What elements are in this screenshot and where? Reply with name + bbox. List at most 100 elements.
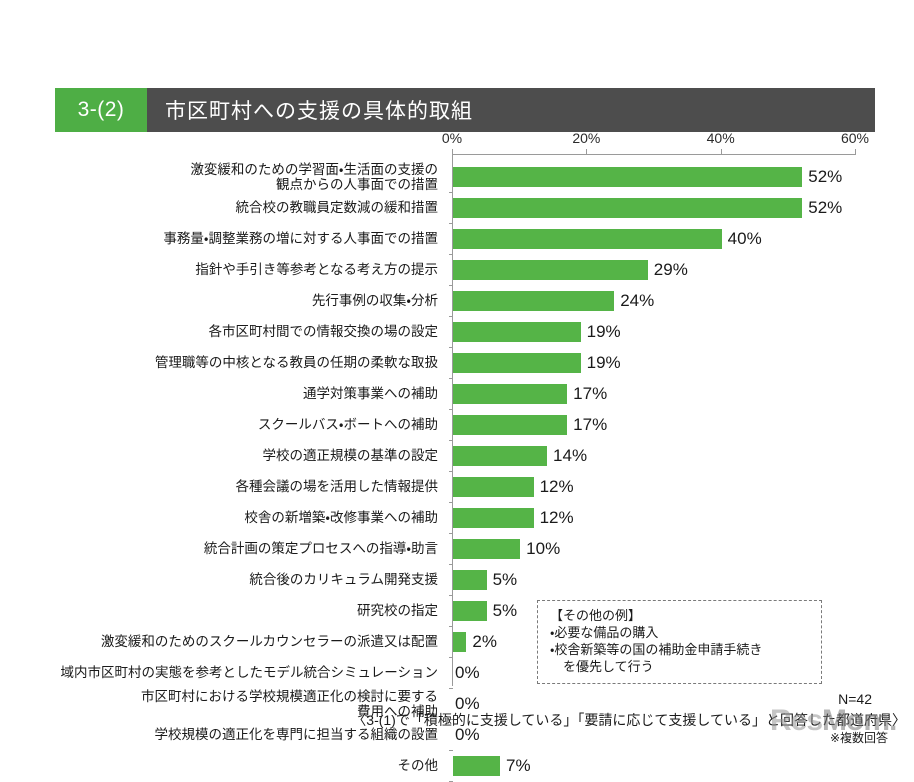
bar-value-label: 52% [808, 166, 843, 186]
chart-row: 管理職等の中核となる教員の任期の柔軟な取扱 19% [0, 347, 914, 379]
y-axis-tick-mark [449, 657, 453, 658]
chart-row: 各市区町村間での情報交換の場の設定 19% [0, 316, 914, 348]
source-note: 〈3-(1)で「積極的に支援している」「要請に応じて支援している」と回答した都道… [352, 712, 906, 728]
bar-value-label: 0% [455, 724, 480, 744]
bar [453, 321, 581, 342]
y-axis-tick-mark [449, 688, 453, 689]
chart-row: 事務量・調整業務の増に対する人事面での措置 40% [0, 223, 914, 255]
chart-row: その他 7% [0, 750, 914, 782]
bar [453, 445, 548, 466]
bar-value-label: 10% [526, 538, 561, 558]
bar [453, 166, 803, 187]
y-axis-tick-mark [449, 626, 453, 627]
chart-row: 各種会議の場を活用した情報提供 12% [0, 471, 914, 503]
page-title: 市区町村への支援の具体的取組 [147, 88, 875, 132]
bar-group: 24% [453, 290, 655, 311]
y-axis-tick-mark [449, 378, 453, 379]
chart-row: 校舎の新増築・改修事業への補助 12% [0, 502, 914, 534]
chart-row: 統合計画の策定プロセスへの指導・助言 10% [0, 533, 914, 565]
y-axis-tick-mark [449, 409, 453, 410]
bar-value-label: 52% [808, 197, 843, 217]
bar-value-label: 5% [492, 569, 518, 589]
category-label: 域内市区町村の実態を参考としたモデル統合シミュレーション [60, 665, 438, 680]
chart-row: 先行事例の収集・分析 24% [0, 285, 914, 317]
category-label: 各種会議の場を活用した情報提供 [235, 479, 439, 494]
bar-value-label: 17% [573, 414, 608, 434]
category-label: 統合校の教職員定数減の緩和措置 [235, 200, 439, 215]
bar-group: 10% [453, 538, 561, 559]
bar-value-label: 5% [492, 600, 518, 620]
x-axis-tick-mark [855, 149, 856, 155]
x-axis-tick-label: 40% [706, 130, 735, 146]
chart-row: 通学対策事業への補助 17% [0, 378, 914, 410]
chart-row: 統合校の教職員定数減の緩和措置 52% [0, 192, 914, 224]
chart-row: スクールバス・ボートへの補助 17% [0, 409, 914, 441]
bar-group: 2% [453, 631, 497, 652]
bar-value-label: 12% [539, 507, 574, 527]
category-label: スクールバス・ボートへの補助 [257, 417, 438, 432]
y-axis-tick-mark [449, 347, 453, 348]
bar-group: 0% [453, 694, 480, 714]
x-axis-tick-label: 0% [441, 130, 463, 146]
bar-group: 19% [453, 352, 621, 373]
header-section-number: 3-(2) [55, 88, 147, 132]
other-examples-box: 【その他の例】 ・必要な備品の購入 ・校舎新築等の国の補助金申請手続き を優先し… [537, 600, 822, 684]
bar-group: 17% [453, 414, 608, 435]
bar-value-label: 14% [553, 445, 588, 465]
bar-chart: 0% 20% 40% 60% 激変緩和のための学習面・生活面の支援の 観点からの人事面… [0, 130, 914, 782]
y-axis-tick-mark [449, 564, 453, 565]
chart-row: 指針や手引き等参考となる考え方の提示 29% [0, 254, 914, 286]
chart-row: 激変緩和のためのスクールカウンセラーの派遣又は配置 2% [0, 626, 914, 658]
page-header: 3-(2) 市区町村への支援の具体的取組 [55, 88, 875, 132]
bar-group: 12% [453, 507, 574, 528]
category-label: 統合後のカリキュラム開発支援 [249, 572, 438, 587]
bar [453, 538, 521, 559]
chart-row: 学校の適正規模の基準の設定 14% [0, 440, 914, 472]
category-label: 学校の適正規模の基準の設定 [262, 448, 439, 463]
category-label: 激変緩和のためのスクールカウンセラーの派遣又は配置 [100, 634, 438, 649]
chart-row: 市区町村における学校規模適正化の検討に要する 費用への補助 0% [0, 688, 914, 720]
y-axis-tick-mark [449, 440, 453, 441]
bar-group: 52% [453, 197, 843, 218]
y-axis-tick-mark [449, 533, 453, 534]
bar-value-label: 24% [620, 290, 655, 310]
bar [453, 600, 487, 621]
bar-group: 12% [453, 476, 574, 497]
category-label: 事務量・調整業務の増に対する人事面での措置 [163, 231, 438, 246]
sample-size-label: N=42 [838, 691, 872, 707]
chart-row: 激変緩和のための学習面・生活面の支援の 観点からの人事面での措置 52% [0, 161, 914, 193]
category-label: 激変緩和のための学習面・生活面の支援の 観点からの人事面での措置 [190, 161, 438, 192]
bar [453, 352, 581, 373]
category-label: 研究校の指定 [357, 603, 438, 618]
bar [453, 383, 568, 404]
y-axis-line [452, 154, 453, 686]
y-axis-tick-mark [449, 502, 453, 503]
bar [453, 755, 501, 776]
category-label: 指針や手引き等参考となる考え方の提示 [195, 262, 438, 277]
chart-row: 学校規模の適正化を専門に担当する組織の設置 0% [0, 719, 914, 751]
bar-value-label: 19% [586, 352, 621, 372]
y-axis-tick-mark [449, 223, 453, 224]
y-axis-tick-mark [449, 285, 453, 286]
category-label: 学校規模の適正化を専門に担当する組織の設置 [154, 727, 439, 742]
x-axis-line [452, 154, 856, 155]
chart-row: 統合後のカリキュラム開発支援 5% [0, 564, 914, 596]
other-examples-line-1: ・必要な備品の購入 [550, 625, 659, 640]
x-axis-tick-label: 20% [572, 130, 601, 146]
chart-row: 域内市区町村の実態を参考としたモデル統合シミュレーション 0% [0, 657, 914, 689]
other-examples-line-2: ・校舎新築等の国の補助金申請手続き を優先して行う [550, 642, 763, 674]
bar [453, 259, 648, 280]
bar [453, 476, 534, 497]
bar-value-label: 17% [573, 383, 608, 403]
bar [453, 290, 615, 311]
y-axis-tick-mark [449, 471, 453, 472]
bar [453, 507, 534, 528]
x-axis-tick-label: 60% [840, 130, 870, 146]
bar [453, 569, 487, 590]
bar [453, 631, 467, 652]
bar-group: 0% [453, 663, 480, 683]
bar-group: 52% [453, 166, 843, 187]
y-axis-tick-mark [449, 719, 453, 720]
category-label: 校舎の新増築・改修事業への補助 [244, 510, 438, 525]
bar-group: 17% [453, 383, 608, 404]
